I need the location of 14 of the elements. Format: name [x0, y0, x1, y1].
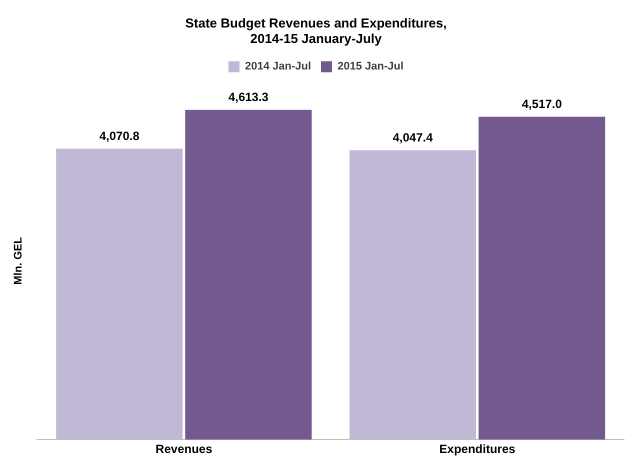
- legend-label: 2015 Jan-Jul: [338, 60, 404, 73]
- x-tick-label: Expenditures: [439, 442, 516, 456]
- y-axis-title: Mln. GEL: [12, 236, 25, 285]
- data-label: 4,517.0: [522, 97, 562, 112]
- bar: [56, 148, 183, 440]
- data-label: 4,070.8: [99, 128, 140, 143]
- data-label: 4,613.3: [228, 90, 269, 104]
- chart-title: State Budget Revenues and Expenditures, 2014-15 January-July: [185, 15, 447, 46]
- data-label: 4,047.4: [392, 130, 434, 145]
- x-tick-label: Revenues: [156, 442, 213, 456]
- bar: [478, 116, 606, 440]
- legend-label: 2014 Jan-Jul: [244, 60, 312, 73]
- bar: [185, 110, 312, 440]
- bar: [349, 150, 476, 440]
